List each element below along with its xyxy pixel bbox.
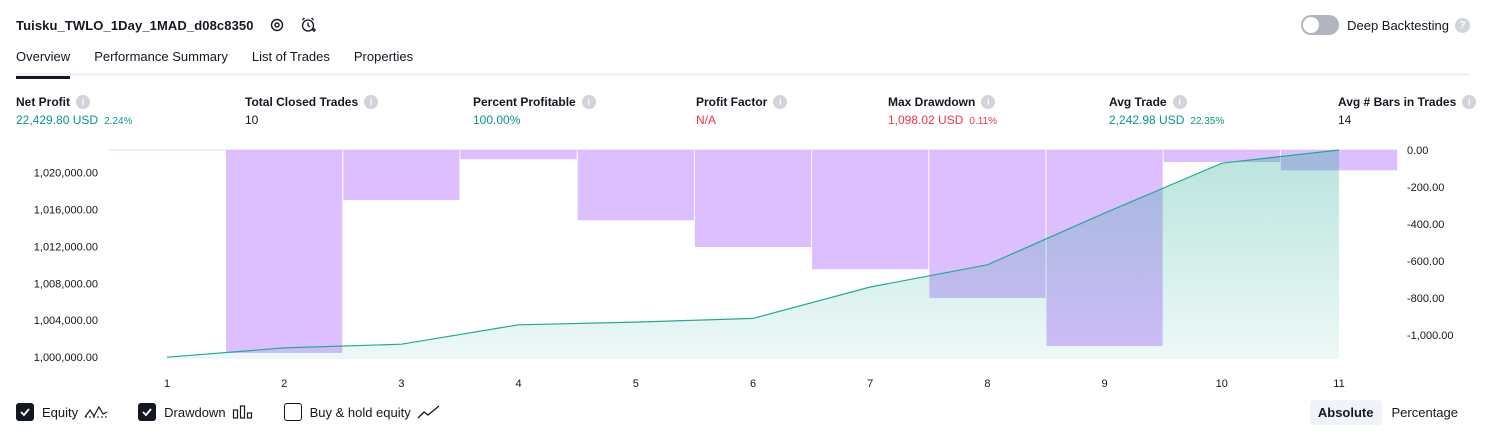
metric-label: Net Profit [16,95,70,109]
equity-line [166,149,1340,358]
equity-axis-tick: 1,008,000.00 [34,278,98,290]
info-icon[interactable]: i [581,95,596,109]
metric-label: Max Drawdown [888,95,976,109]
absolute-button[interactable]: Absolute [1309,400,1382,425]
x-axis-tick: 8 [984,378,990,390]
metric-percent: 0.11% [969,116,998,127]
drawdown-axis-tick: -200.00 [1407,182,1444,194]
metric-label: Profit Factor [696,95,768,109]
metric-profit-factor: Profit Factor i N/A [696,94,788,127]
x-axis-tick: 4 [516,378,522,390]
info-icon[interactable]: i [981,95,996,109]
equity-axis-tick: 1,004,000.00 [34,315,98,327]
info-icon[interactable]: i [773,95,788,109]
metric-label: Avg # Bars in Trades [1338,95,1457,109]
drawdown-bar [343,150,460,200]
strategy-name: Tuisku_TWLO_1Day_1MAD_d08c8350 [16,17,254,33]
x-axis-tick: 11 [1333,378,1344,390]
legend-drawdown[interactable]: Drawdown [138,403,253,421]
drawdown-axis-tick: -1,000.00 [1407,330,1453,342]
trend-line-icon [417,405,441,419]
deep-backtesting-toggle[interactable] [1301,15,1340,35]
metric-label: Avg Trade [1109,95,1167,109]
metric-value: 100.00% [473,113,521,127]
legend-label: Drawdown [164,404,226,420]
settings-icon[interactable] [268,16,286,34]
checkbox-checked-icon[interactable] [138,403,157,421]
metric-net-profit: Net Profit i 22,429.80 USD 2.24% [16,94,132,127]
drawdown-bar [694,150,812,248]
alarm-clock-add-icon[interactable] [300,16,318,34]
drawdown-axis-tick: -600.00 [1407,256,1444,268]
toggle-knob [1303,17,1320,33]
metric-label: Total Closed Trades [245,95,359,109]
metric-value: N/A [696,113,717,127]
checkbox-unchecked-icon[interactable] [283,403,302,421]
deep-backtesting-label: Deep Backtesting [1347,17,1449,33]
tab-properties[interactable]: Properties [353,49,414,64]
metric-value: 2,242.98 USD [1109,113,1185,127]
equity-drawdown-chart[interactable]: 1,000,000.00 1,004,000.00 1,008,000.00 1,01… [0,140,1486,395]
drawdown-axis-tick: -800.00 [1407,293,1444,305]
drawdown-bar [812,150,929,270]
drawdown-axis-tick: -400.00 [1407,219,1444,231]
legend-buy-hold-equity[interactable]: Buy & hold equity [283,403,441,421]
equity-axis-tick: 1,012,000.00 [34,241,98,253]
report-tabs: Overview Performance Summary List of Tra… [16,48,1470,79]
x-axis-tick: 7 [867,378,873,390]
info-icon[interactable]: i [1172,95,1187,109]
equity-line-icon [84,405,108,419]
checkbox-checked-icon[interactable] [16,403,34,421]
equity-axis-tick: 1,020,000.00 [34,167,98,179]
help-icon[interactable]: ? [1455,17,1470,33]
drawdown-bar [577,150,694,221]
tab-list-of-trades[interactable]: List of Trades [251,49,330,64]
chart-legend: Equity Drawdown Buy & hold equity [16,403,471,421]
drawdown-bar [1163,150,1280,163]
metric-value: 10 [245,113,259,127]
info-icon[interactable]: i [76,95,90,109]
info-icon[interactable]: i [1462,95,1477,109]
equity-area [167,150,1339,359]
equity-axis-tick: 1,000,000.00 [34,352,98,364]
drawdown-bar [460,150,577,160]
x-axis-tick: 1 [164,378,170,390]
legend-label: Equity [42,404,79,420]
x-axis-tick: 10 [1216,378,1228,390]
metric-max-drawdown: Max Drawdown i 1,098.02 USD 0.11% [888,94,997,127]
value-mode-switch: Absolute Percentage [1308,400,1466,425]
metric-percent: 2.24% [104,116,133,127]
bar-chart-icon [232,405,254,419]
drawdown-bar [226,150,343,353]
metric-total-closed-trades: Total Closed Trades i 10 [245,94,379,127]
x-axis-tick: 3 [398,378,404,390]
info-icon[interactable]: i [364,95,379,109]
x-axis-tick: 2 [281,378,287,390]
metric-label: Percent Profitable [473,95,576,109]
x-axis-tick: 9 [1102,378,1108,390]
metric-value: 14 [1338,113,1352,127]
metric-percent: 22.35% [1190,116,1225,127]
percentage-button[interactable]: Percentage [1391,405,1459,420]
tab-overview[interactable]: Overview [16,48,71,79]
metric-percent-profitable: Percent Profitable i 100.00% [473,94,596,127]
legend-equity[interactable]: Equity [16,403,108,421]
drawdown-axis-tick: 0.00 [1407,145,1428,157]
x-axis-tick: 6 [750,378,756,390]
metric-value: 1,098.02 USD [888,113,964,127]
deep-backtesting: Deep Backtesting ? [1301,14,1470,36]
report-header: Tuisku_TWLO_1Day_1MAD_d08c8350 [16,14,318,36]
metric-value: 22,429.80 USD [16,113,99,127]
metric-avg-bars-in-trades: Avg # Bars in Trades i 14 [1338,94,1477,127]
equity-axis-tick: 1,016,000.00 [34,204,98,216]
legend-label: Buy & hold equity [309,404,411,420]
x-axis-tick: 5 [633,378,639,390]
tab-performance-summary[interactable]: Performance Summary [94,49,228,64]
metric-avg-trade: Avg Trade i 2,242.98 USD 22.35% [1109,94,1224,127]
